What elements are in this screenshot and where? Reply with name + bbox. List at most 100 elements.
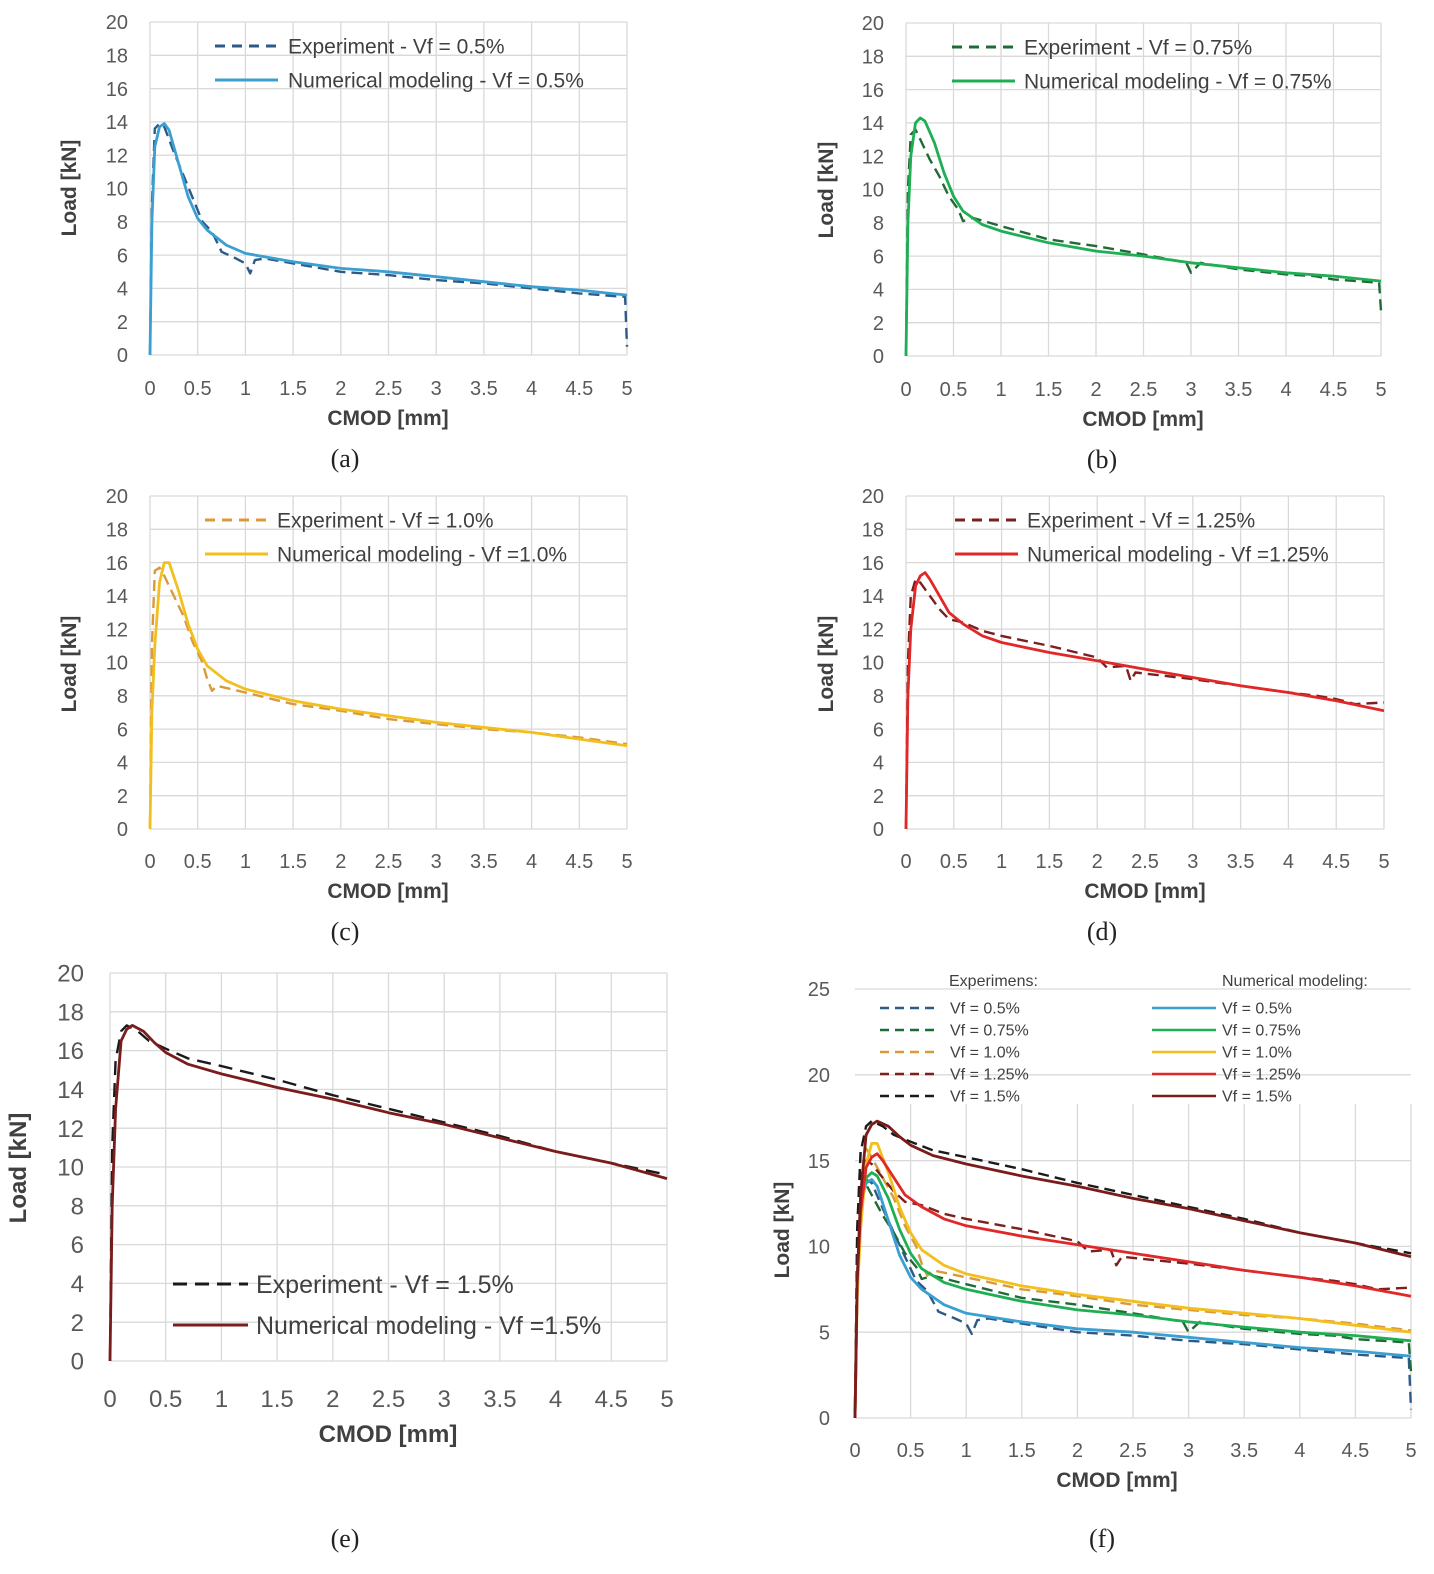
y-tick-label: 20 — [106, 12, 128, 34]
y-tick-label: 14 — [862, 113, 884, 135]
x-tick-label: 3.5 — [470, 378, 498, 400]
x-tick-label: 2 — [1072, 1440, 1083, 1462]
x-tick-label: 1 — [961, 1440, 972, 1462]
y-tick-label: 4 — [873, 280, 884, 302]
y-tick-label: 12 — [57, 1116, 84, 1143]
series-line-c-0 — [148, 566, 628, 830]
chart-d: 0 0.5 1 1.5 2 2.5 3 3.5 4 4.5 5 0 2 4 6 8 10 12 14 16 18 20 CM… — [815, 486, 1390, 946]
x-tick-label: 0 — [144, 378, 155, 400]
x-tick-label: 3 — [1185, 379, 1196, 401]
x-tick-label: 4 — [1280, 379, 1291, 401]
x-tick-label: 5 — [1375, 379, 1386, 401]
legend-label: Experiment - Vf = 1.0% — [277, 509, 494, 532]
panel-caption: (e) — [331, 1524, 360, 1553]
series-line-b-1 — [904, 116, 1382, 357]
x-tick-label: 3.5 — [1227, 851, 1255, 873]
x-tick-label: 4.5 — [1322, 851, 1350, 873]
y-tick-label: 8 — [873, 213, 884, 235]
x-tick-label: 0 — [900, 379, 911, 401]
x-tick-label: 5 — [660, 1386, 673, 1413]
x-tick-label: 0 — [849, 1440, 860, 1462]
x-tick-label: 1.5 — [1008, 1440, 1036, 1462]
legend-label: Numerical modeling - Vf =1.5% — [256, 1312, 601, 1340]
legend-label: Vf = 1.5% — [1222, 1089, 1292, 1106]
series-line-c-1 — [148, 561, 628, 830]
y-tick-label: 2 — [117, 786, 128, 808]
y-tick-label: 10 — [862, 653, 884, 675]
chart-e: 0 0.5 1 1.5 2 2.5 3 3.5 4 4.5 5 0 2 4 6 8 10 12 14 16 18 20 CM… — [5, 961, 674, 1553]
x-tick-label: 0.5 — [184, 378, 212, 400]
y-tick-label: 4 — [873, 753, 884, 775]
legend-label: Numerical modeling - Vf = 0.75% — [1024, 70, 1332, 93]
y-tick-label: 10 — [106, 179, 128, 201]
series-line-b-0 — [904, 128, 1383, 357]
legend-label: Vf = 1.25% — [950, 1067, 1029, 1084]
x-tick-label: 2.5 — [372, 1386, 405, 1413]
y-tick-label: 14 — [106, 586, 128, 608]
x-tick-label: 4 — [549, 1386, 562, 1413]
series-line-f-9 — [853, 1119, 1412, 1419]
legend-label: Numerical modeling - Vf =1.0% — [277, 543, 567, 566]
y-tick-label: 15 — [808, 1151, 830, 1173]
series-line-a-0 — [148, 122, 629, 356]
x-tick-label: 5 — [621, 851, 632, 873]
y-tick-label: 25 — [808, 979, 830, 1001]
y-tick-label: 10 — [57, 1155, 84, 1182]
series-line-f-5 — [853, 1178, 1412, 1419]
x-tick-label: 0.5 — [184, 851, 212, 873]
x-tick-label: 3.5 — [1225, 379, 1253, 401]
x-axis-title: CMOD [mm] — [1084, 880, 1205, 903]
y-tick-label: 2 — [71, 1310, 84, 1337]
y-tick-label: 16 — [862, 80, 884, 102]
x-tick-label: 1 — [995, 379, 1006, 401]
y-tick-label: 14 — [57, 1077, 84, 1104]
x-tick-label: 4.5 — [595, 1386, 628, 1413]
y-tick-label: 8 — [873, 686, 884, 708]
series-line-f-6 — [853, 1171, 1412, 1419]
chart-b: 0 0.5 1 1.5 2 2.5 3 3.5 4 4.5 5 0 2 4 6 8 10 12 14 16 18 20 CM… — [815, 13, 1387, 474]
y-axis-title: Load [kN] — [58, 140, 81, 237]
legend-group-header: Experimens: — [949, 973, 1038, 990]
y-tick-label: 18 — [57, 999, 84, 1026]
y-tick-label: 0 — [819, 1408, 830, 1430]
legend-label: Numerical modeling - Vf =1.25% — [1027, 543, 1329, 566]
legend-label: Experiment - Vf = 1.25% — [1027, 509, 1255, 532]
y-tick-label: 18 — [106, 520, 128, 542]
legend-label: Vf = 1.0% — [1222, 1045, 1292, 1062]
x-tick-label: 5 — [1405, 1440, 1416, 1462]
y-tick-label: 4 — [117, 753, 128, 775]
x-tick-label: 3 — [1187, 851, 1198, 873]
x-tick-label: 1 — [996, 851, 1007, 873]
legend-b: Experiment - Vf = 0.75% Numerical modelin… — [952, 36, 1332, 93]
legend-label: Vf = 1.5% — [950, 1089, 1020, 1106]
x-tick-label: 1.5 — [279, 378, 307, 400]
y-tick-label: 18 — [862, 47, 884, 69]
x-tick-label: 4.5 — [1320, 379, 1348, 401]
x-tick-label: 0.5 — [940, 379, 968, 401]
legend-label: Vf = 1.25% — [1222, 1067, 1301, 1084]
x-tick-label: 5 — [1378, 851, 1389, 873]
x-tick-label: 4 — [526, 378, 537, 400]
legend-label: Vf = 0.75% — [950, 1023, 1029, 1040]
y-tick-label: 4 — [71, 1271, 84, 1298]
x-tick-label: 2.5 — [1131, 851, 1159, 873]
x-tick-label: 4 — [1283, 851, 1294, 873]
x-tick-label: 2 — [1090, 379, 1101, 401]
x-tick-label: 3.5 — [483, 1386, 516, 1413]
legend-label: Experiment - Vf = 1.5% — [256, 1271, 514, 1299]
x-tick-label: 0.5 — [940, 851, 968, 873]
series-line-f-8 — [853, 1152, 1412, 1419]
y-tick-label: 0 — [71, 1349, 84, 1376]
series-line-f-0 — [853, 1178, 1413, 1419]
y-tick-label: 16 — [862, 553, 884, 575]
series-line-a-1 — [148, 122, 628, 356]
panel-caption: (d) — [1087, 917, 1117, 946]
x-tick-label: 1 — [240, 378, 251, 400]
y-axis-title: Load [kN] — [58, 616, 81, 713]
x-tick-label: 3 — [438, 1386, 451, 1413]
chart-c: 0 0.5 1 1.5 2 2.5 3 3.5 4 4.5 5 0 2 4 6 8 10 12 14 16 18 20 CM… — [58, 486, 633, 946]
y-tick-label: 0 — [873, 346, 884, 368]
y-tick-label: 6 — [71, 1232, 84, 1259]
x-tick-label: 1 — [240, 851, 251, 873]
